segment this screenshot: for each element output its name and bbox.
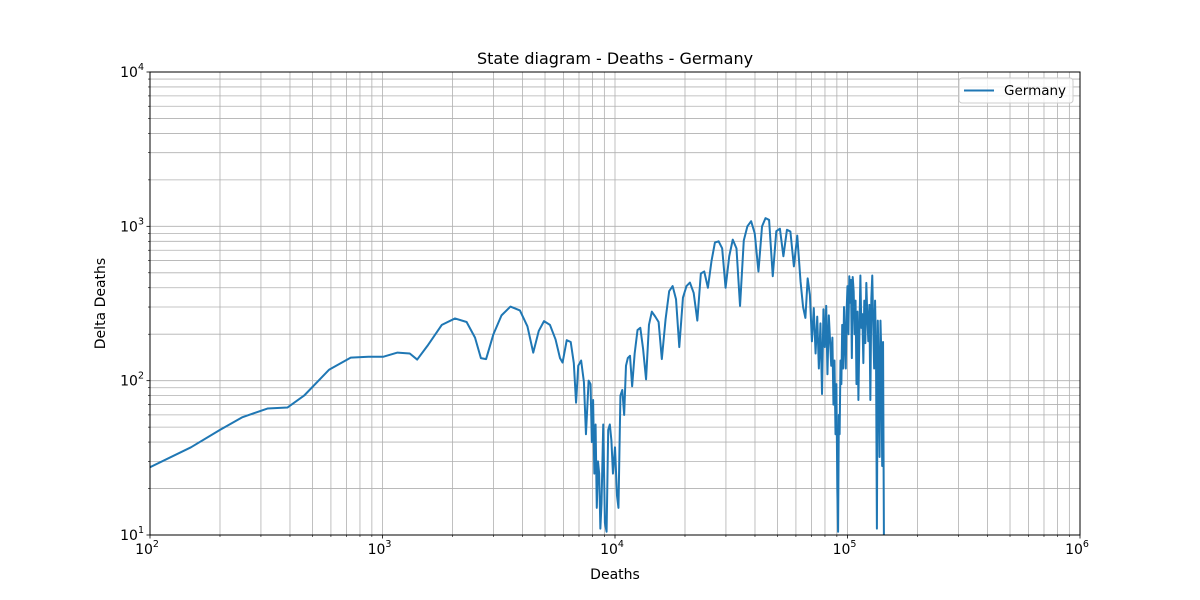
x-tick-labels: 102 103 104 105 106 <box>135 539 1089 558</box>
x-tick-label: 102 <box>135 539 159 558</box>
series-layer <box>150 217 885 535</box>
x-tick-label: 103 <box>368 539 392 558</box>
legend-box <box>958 77 1074 104</box>
y-tick-label: 104 <box>120 62 144 81</box>
y-tick-label: 101 <box>120 525 144 544</box>
chart-title: State diagram - Deaths - Germany <box>477 49 753 68</box>
tick-marks <box>146 71 1081 539</box>
x-tick-label: 105 <box>833 539 857 558</box>
series-line-germany <box>150 217 885 535</box>
legend: Germany <box>958 77 1074 104</box>
legend-label-germany: Germany <box>1004 83 1066 99</box>
y-tick-labels: 101 102 103 104 <box>120 62 144 544</box>
x-tick-label: 106 <box>1065 539 1089 558</box>
y-axis-title: Delta Deaths <box>93 258 109 349</box>
y-tick-label: 103 <box>120 216 144 235</box>
y-tick-label: 102 <box>120 371 144 390</box>
grid <box>149 71 1081 536</box>
x-tick-label: 104 <box>600 539 624 558</box>
x-axis-title: Deaths <box>590 567 640 583</box>
